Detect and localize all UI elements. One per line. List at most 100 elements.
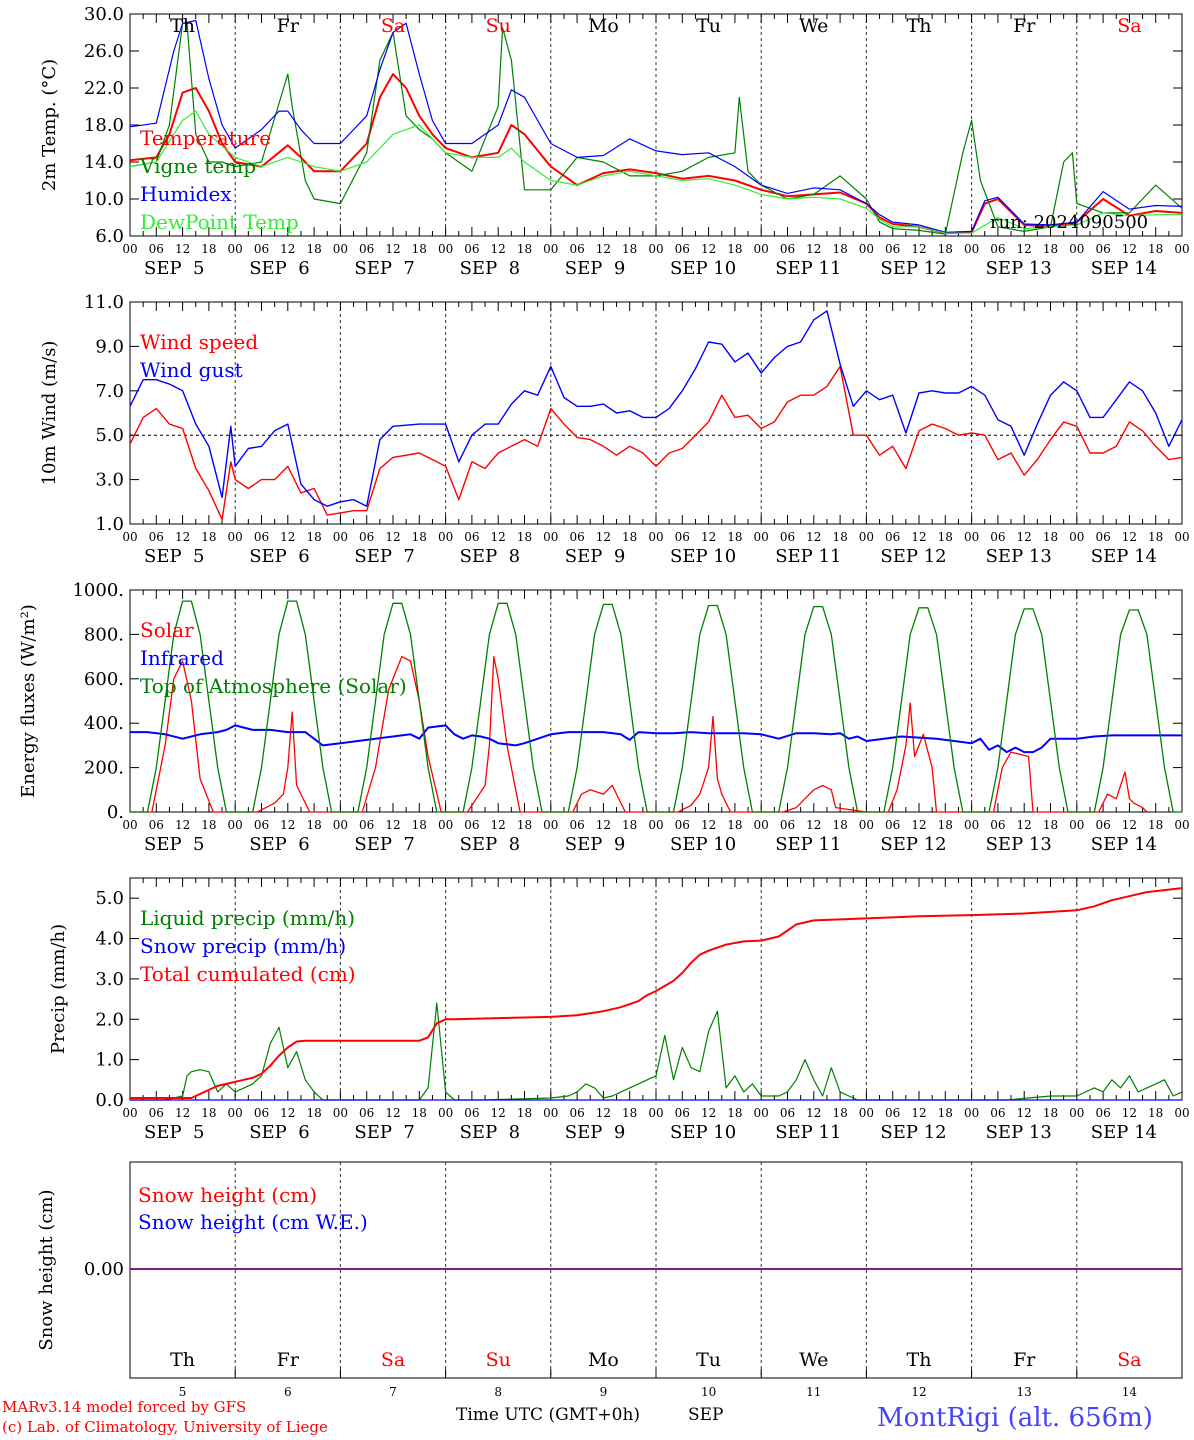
x-axis-title: Time UTC (GMT+0h) xyxy=(456,1405,641,1425)
hour-tick-label: 12 xyxy=(596,530,611,544)
hour-tick-label: 12 xyxy=(596,1106,611,1120)
hour-tick-label: 00 xyxy=(543,530,558,544)
hour-tick-label: 06 xyxy=(990,530,1005,544)
y-axis-label: Precip (mm/h) xyxy=(48,924,69,1054)
hour-tick-label: 18 xyxy=(938,242,953,256)
hour-tick-label: 12 xyxy=(385,1106,400,1120)
day-of-week-label: Th xyxy=(907,15,932,37)
hour-tick-label: 06 xyxy=(149,242,164,256)
y-tick-label: 1.0 xyxy=(95,514,124,535)
hour-tick-label: 18 xyxy=(412,818,427,832)
hour-tick-label: 12 xyxy=(596,818,611,832)
hour-tick-label: 12 xyxy=(701,818,716,832)
hour-tick-label: 12 xyxy=(911,530,926,544)
hour-tick-label: 18 xyxy=(412,1106,427,1120)
hour-tick-label: 18 xyxy=(727,1106,742,1120)
y-tick-label: 7.0 xyxy=(95,381,124,402)
hour-tick-label: 18 xyxy=(1148,818,1163,832)
hour-tick-label: 12 xyxy=(806,242,821,256)
hour-tick-label: 06 xyxy=(675,242,690,256)
legend-entry: Snow height (cm W.E.) xyxy=(138,1210,368,1234)
hour-tick-label: 06 xyxy=(780,242,795,256)
hour-tick-label: 06 xyxy=(1095,242,1110,256)
hour-tick-label: 06 xyxy=(1095,818,1110,832)
hour-tick-label: 12 xyxy=(1017,818,1032,832)
date-label: SEP 14 xyxy=(1091,834,1157,855)
day-of-week-label: Fr xyxy=(1013,1349,1036,1371)
hour-tick-label: 18 xyxy=(306,242,321,256)
y-tick-label: 3.0 xyxy=(95,470,124,491)
hour-tick-label: 06 xyxy=(359,530,374,544)
date-label: SEP 7 xyxy=(354,546,414,567)
y-tick-label: 26.0 xyxy=(84,41,124,62)
hour-tick-label: 00 xyxy=(438,530,453,544)
hour-tick-label: 00 xyxy=(438,242,453,256)
hour-tick-label: 06 xyxy=(569,1106,584,1120)
hour-tick-label: 00 xyxy=(228,530,243,544)
date-number: 7 xyxy=(389,1385,397,1399)
y-axis-label: Energy fluxes (W/m²) xyxy=(18,604,39,798)
date-label: SEP 10 xyxy=(670,834,736,855)
station-label: MontRigi (alt. 656m) xyxy=(877,1403,1153,1433)
y-tick-label: 0. xyxy=(107,802,124,823)
hour-tick-label: 06 xyxy=(780,1106,795,1120)
date-label: SEP 5 xyxy=(144,546,204,567)
hour-tick-label: 18 xyxy=(622,818,637,832)
hour-tick-label: 06 xyxy=(254,1106,269,1120)
legend-entry: Vigne temp xyxy=(139,154,256,178)
date-label: SEP 12 xyxy=(880,258,946,279)
y-tick-label: 14.0 xyxy=(84,152,124,173)
date-label: SEP 9 xyxy=(565,258,625,279)
hour-tick-label: 06 xyxy=(254,242,269,256)
date-label: SEP 14 xyxy=(1091,1122,1157,1143)
hour-tick-label: 12 xyxy=(385,242,400,256)
hour-tick-label: 00 xyxy=(754,242,769,256)
x-axis-month: SEP xyxy=(688,1405,724,1425)
date-label: SEP 9 xyxy=(565,834,625,855)
y-tick-label: 18.0 xyxy=(84,115,124,136)
hour-tick-label: 06 xyxy=(885,1106,900,1120)
hour-tick-label: 12 xyxy=(1122,530,1137,544)
hour-tick-label: 00 xyxy=(122,530,137,544)
date-label: SEP 12 xyxy=(880,834,946,855)
date-label: SEP 13 xyxy=(986,1122,1052,1143)
hour-tick-label: 12 xyxy=(911,242,926,256)
hour-tick-label: 12 xyxy=(1017,1106,1032,1120)
hour-tick-label: 00 xyxy=(122,818,137,832)
hour-tick-label: 18 xyxy=(412,530,427,544)
hour-tick-label: 18 xyxy=(306,530,321,544)
date-label: SEP 11 xyxy=(775,546,841,567)
date-label: SEP 14 xyxy=(1091,546,1157,567)
hour-tick-label: 12 xyxy=(911,818,926,832)
hour-tick-label: 18 xyxy=(622,530,637,544)
hour-tick-label: 00 xyxy=(543,818,558,832)
hour-tick-label: 00 xyxy=(754,818,769,832)
hour-tick-label: 18 xyxy=(1148,1106,1163,1120)
series-line xyxy=(130,655,1148,813)
hour-tick-label: 00 xyxy=(648,818,663,832)
hour-tick-label: 18 xyxy=(517,242,532,256)
hour-tick-label: 06 xyxy=(569,242,584,256)
y-axis-label: Snow height (cm) xyxy=(36,1189,57,1350)
hour-tick-label: 00 xyxy=(964,1106,979,1120)
hour-tick-label: 12 xyxy=(491,1106,506,1120)
date-number: 11 xyxy=(806,1385,821,1399)
hour-tick-label: 00 xyxy=(333,818,348,832)
hour-tick-label: 00 xyxy=(964,242,979,256)
date-label: SEP 10 xyxy=(670,1122,736,1143)
hour-tick-label: 06 xyxy=(990,1106,1005,1120)
y-tick-label: 2.0 xyxy=(95,1009,124,1030)
hour-tick-label: 12 xyxy=(280,818,295,832)
date-label: SEP 8 xyxy=(460,834,520,855)
hour-tick-label: 00 xyxy=(754,530,769,544)
date-label: SEP 5 xyxy=(144,1122,204,1143)
hour-tick-label: 00 xyxy=(333,1106,348,1120)
y-tick-label: 0.0 xyxy=(95,1090,124,1111)
hour-tick-label: 06 xyxy=(675,818,690,832)
legend-entry: Wind gust xyxy=(140,358,243,382)
hour-tick-label: 12 xyxy=(280,530,295,544)
date-label: SEP 13 xyxy=(986,546,1052,567)
hour-tick-label: 18 xyxy=(1043,1106,1058,1120)
hour-tick-label: 18 xyxy=(412,242,427,256)
